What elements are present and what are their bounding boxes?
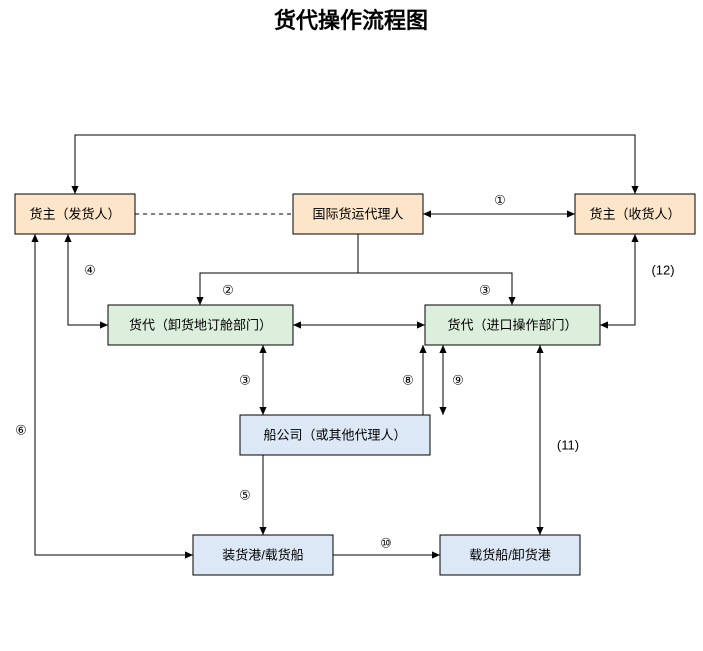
arrowhead xyxy=(423,210,431,217)
e-agent-booking: ② xyxy=(196,273,358,305)
arrowhead xyxy=(419,345,426,353)
edge-label: ① xyxy=(494,193,506,208)
arrowhead xyxy=(185,551,193,558)
arrowhead xyxy=(417,321,425,328)
e-import-carrier-r: ⑨ xyxy=(439,345,463,415)
node-label: 国际货运代理人 xyxy=(312,207,403,222)
arrowhead xyxy=(432,551,440,558)
e-shipper-consignee-top xyxy=(71,135,638,194)
node-label: 货主（收货人） xyxy=(589,207,680,222)
arrowhead xyxy=(293,321,301,328)
arrowhead xyxy=(71,186,78,194)
node-agent: 国际货运代理人 xyxy=(293,194,423,234)
edge-path xyxy=(35,234,193,555)
arrowhead xyxy=(100,321,108,328)
node-label: 货代（卸货地订舱部门） xyxy=(129,318,272,333)
edge-label: ⑩ xyxy=(380,536,392,551)
edge-path xyxy=(75,135,635,194)
node-label: 货主（发货人） xyxy=(29,207,120,222)
arrowhead xyxy=(567,210,575,217)
arrowhead xyxy=(259,345,266,353)
e-import-unloadport: (11) xyxy=(536,345,579,535)
arrowhead xyxy=(508,297,515,305)
e-agent-import: ③ xyxy=(358,273,516,305)
node-unloadport: 载货船/卸货港 xyxy=(440,535,580,575)
e-shipper-booking: ④ xyxy=(64,234,108,329)
flowchart-diagram: 货代操作流程图①②③④③⑧⑨⑤⑥⑩(11)(12)货主（发货人）国际货运代理人货… xyxy=(0,0,703,651)
edge-label: ③ xyxy=(239,373,251,388)
node-booking: 货代（卸货地订舱部门） xyxy=(108,305,293,345)
node-shipper: 货主（发货人） xyxy=(15,194,135,234)
edge-label: ② xyxy=(222,283,234,298)
edge-path xyxy=(68,234,108,325)
node-carrier: 船公司（或其他代理人） xyxy=(240,415,430,455)
e-booking-carrier: ③ xyxy=(239,345,266,415)
edge-label: (11) xyxy=(557,438,579,453)
node-label: 货代（进口操作部门） xyxy=(447,318,577,333)
arrowhead xyxy=(536,527,543,535)
node-label: 船公司（或其他代理人） xyxy=(263,428,406,443)
edge-label: ③ xyxy=(479,283,491,298)
arrowhead xyxy=(196,297,203,305)
e-import-carrier-l: ⑧ xyxy=(402,345,426,415)
edge-label: (12) xyxy=(651,263,674,278)
arrowhead xyxy=(600,321,608,328)
arrowhead xyxy=(259,407,266,415)
node-loadport: 装货港/载货船 xyxy=(193,535,333,575)
arrowhead xyxy=(439,407,446,415)
arrowhead xyxy=(64,234,71,242)
edge-path xyxy=(600,234,635,325)
diagram-title: 货代操作流程图 xyxy=(274,8,428,33)
edge-label: ⑧ xyxy=(402,373,414,388)
e-booking-import xyxy=(293,321,425,328)
arrowhead xyxy=(536,345,543,353)
e-carrier-loadport: ⑤ xyxy=(239,455,266,535)
e-shipper-loadport: ⑥ xyxy=(15,234,193,559)
arrowhead xyxy=(631,234,638,242)
edge-label: ⑥ xyxy=(15,423,27,438)
arrowhead xyxy=(31,234,38,242)
edge-label: ⑤ xyxy=(239,488,251,503)
arrowhead xyxy=(439,345,446,353)
edge-label: ⑨ xyxy=(452,373,464,388)
node-label: 装货港/载货船 xyxy=(222,548,304,563)
e-loadport-unloadport: ⑩ xyxy=(333,536,440,559)
node-label: 载货船/卸货港 xyxy=(469,548,551,563)
node-consignee: 货主（收货人） xyxy=(575,194,695,234)
arrowhead xyxy=(259,527,266,535)
e-agent-consignee: ① xyxy=(423,193,575,218)
node-import: 货代（进口操作部门） xyxy=(425,305,600,345)
nodes-group: 货主（发货人） 国际货运代理人 货主（收货人） 货代（卸货地订舱部门） 货代（进口操作部… xyxy=(15,194,695,575)
arrowhead xyxy=(631,186,638,194)
edge-label: ④ xyxy=(84,263,96,278)
e-import-consignee: (12) xyxy=(600,234,675,329)
